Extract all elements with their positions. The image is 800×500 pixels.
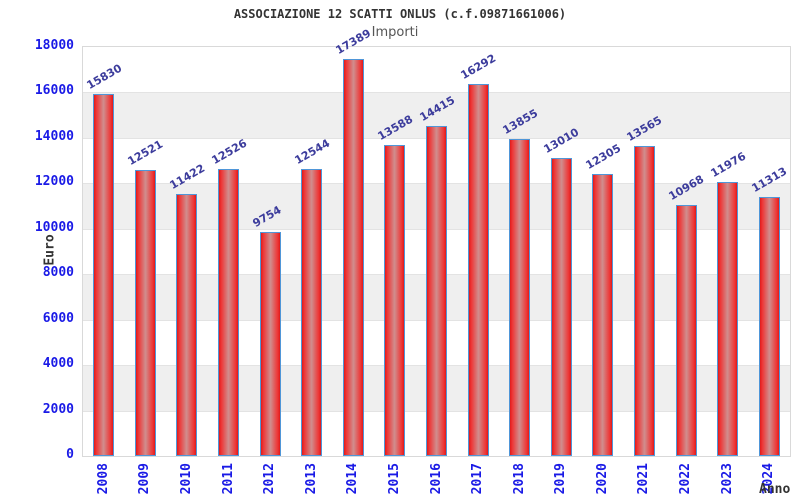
x-tick-2020: 2020 bbox=[594, 463, 610, 495]
y-tick-10000: 10000 bbox=[34, 219, 74, 235]
bar-2009 bbox=[134, 169, 156, 456]
x-tick-2011: 2011 bbox=[220, 463, 236, 495]
bar-2024 bbox=[758, 196, 780, 456]
bar-2016 bbox=[426, 126, 447, 456]
y-tick-16000: 16000 bbox=[34, 83, 74, 99]
bar-2011 bbox=[218, 169, 240, 456]
x-tick-2013: 2013 bbox=[303, 463, 319, 495]
plot-area: 15830 12521 11422 12526 9754 12544 17389 13588 1… bbox=[82, 26, 791, 494]
x-tick-2014: 2014 bbox=[345, 463, 361, 495]
chart-subtitle: Importi bbox=[371, 25, 419, 40]
x-tick-2016: 2016 bbox=[428, 463, 444, 495]
x-tick-2022: 2022 bbox=[678, 463, 694, 495]
x-tick-2023: 2023 bbox=[719, 463, 735, 495]
bar-2021 bbox=[633, 145, 655, 456]
y-tick-12000: 12000 bbox=[34, 174, 74, 190]
bar-2013 bbox=[301, 168, 323, 456]
x-tick-2009: 2009 bbox=[137, 463, 153, 495]
x-tick-2008: 2008 bbox=[95, 463, 111, 495]
x-axis-title: Anno bbox=[759, 482, 791, 497]
y-tick-8000: 8000 bbox=[42, 265, 74, 281]
y-tick-0: 0 bbox=[66, 447, 74, 462]
x-tick-2010: 2010 bbox=[178, 463, 194, 495]
x-tick-2018: 2018 bbox=[511, 463, 527, 495]
bar-2019 bbox=[550, 158, 572, 456]
x-tick-2015: 2015 bbox=[386, 463, 402, 495]
y-tick-14000: 14000 bbox=[34, 128, 74, 144]
bar-2015 bbox=[384, 145, 406, 456]
x-tick-2021: 2021 bbox=[636, 463, 652, 495]
bar-2023 bbox=[717, 181, 739, 456]
y-tick-18000: 18000 bbox=[34, 38, 74, 53]
y-tick-4000: 4000 bbox=[42, 356, 74, 372]
y-tick-2000: 2000 bbox=[42, 401, 74, 417]
bar-2012 bbox=[259, 232, 281, 456]
y-tick-6000: 6000 bbox=[42, 310, 74, 326]
gridline bbox=[83, 92, 790, 94]
bar-2014 bbox=[342, 58, 364, 456]
chart-title: ASSOCIAZIONE 12 SCATTI ONLUS (c.f.098716… bbox=[233, 7, 567, 21]
x-tick-2017: 2017 bbox=[470, 463, 486, 495]
bar-2022 bbox=[675, 204, 697, 456]
bar-2020 bbox=[592, 174, 614, 456]
bar-2010 bbox=[176, 194, 198, 456]
y-axis-title: Euro bbox=[42, 234, 58, 266]
x-tick-2012: 2012 bbox=[262, 463, 278, 495]
grid-band bbox=[83, 47, 790, 93]
x-tick-2019: 2019 bbox=[553, 463, 569, 495]
bar-2018 bbox=[509, 139, 531, 456]
bar-2017 bbox=[467, 83, 489, 456]
bar-2008 bbox=[93, 94, 115, 456]
